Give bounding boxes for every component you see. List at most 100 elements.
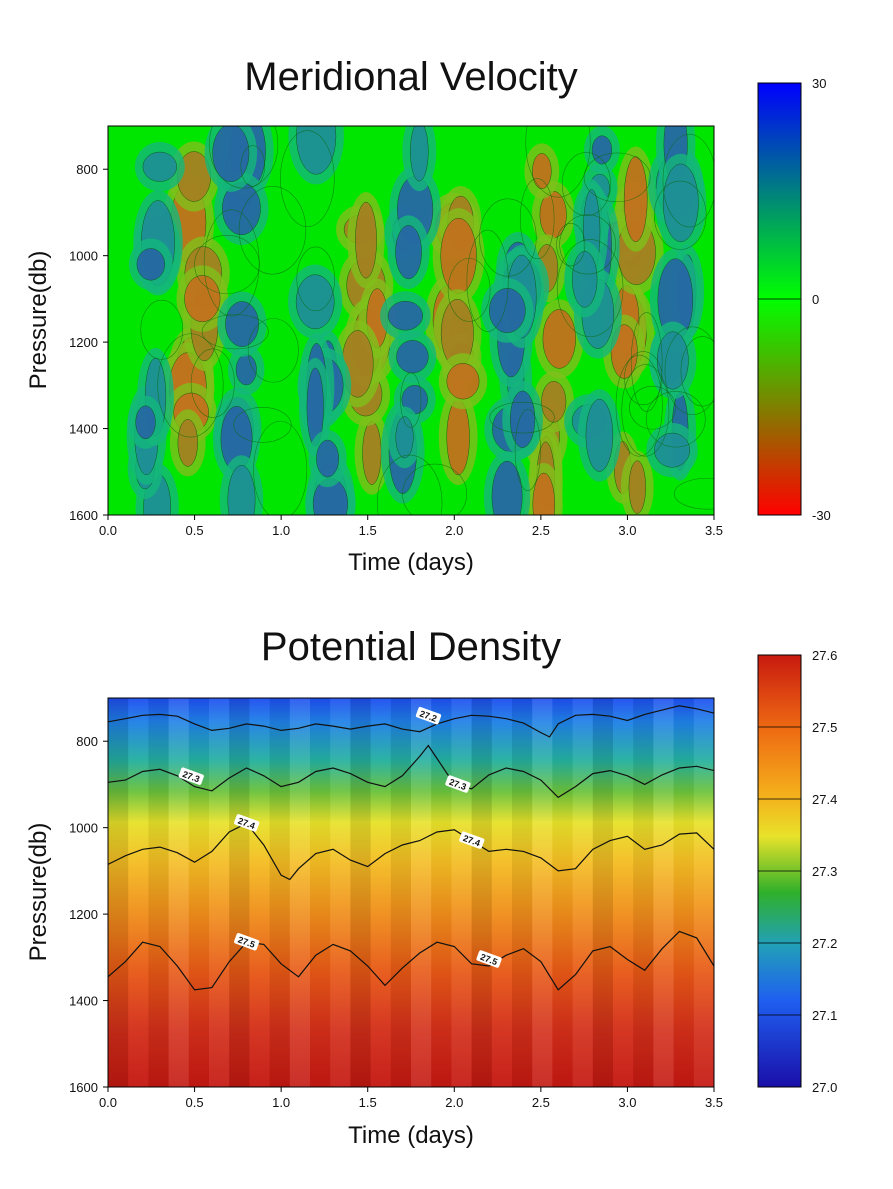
colorbar-tick-label: 27.5 bbox=[812, 720, 837, 735]
density-texture-stripe bbox=[451, 698, 472, 1087]
velocity-contour bbox=[376, 454, 443, 515]
velocity-contour bbox=[662, 133, 714, 228]
density-texture-stripe bbox=[572, 698, 593, 1087]
velocity-blob bbox=[623, 156, 648, 243]
velocity-contour bbox=[583, 152, 651, 203]
contour-label-background bbox=[178, 767, 204, 785]
density-texture-stripe bbox=[532, 698, 553, 1087]
density-texture-stripe bbox=[592, 698, 613, 1087]
velocity-contour bbox=[680, 336, 714, 407]
velocity-contour bbox=[296, 246, 335, 312]
velocity-blob bbox=[488, 288, 526, 334]
velocity-panel: Meridional Velocity 0.0 0.5 1.0 1.5 2.0 2.5 3.… bbox=[25, 55, 831, 576]
velocity-contour bbox=[664, 326, 714, 416]
density-texture-stripe bbox=[653, 698, 674, 1087]
velocity-contour bbox=[194, 234, 260, 294]
velocity-x-ticks: 0.0 0.5 1.0 1.5 2.0 2.5 3.0 3.5 bbox=[99, 515, 723, 538]
density-texture-stripe bbox=[633, 698, 654, 1087]
velocity-contour bbox=[653, 180, 707, 250]
density-texture-stripe bbox=[471, 698, 492, 1087]
y-tick-label: 800 bbox=[76, 734, 98, 749]
x-tick-label: 1.0 bbox=[272, 523, 290, 538]
colorbar-tick-label: 27.2 bbox=[812, 936, 837, 951]
colorbar-tick-label: 30 bbox=[812, 76, 826, 91]
velocity-blob bbox=[532, 153, 552, 190]
density-y-axis-label: Pressure(db) bbox=[25, 823, 52, 962]
x-tick-label: 3.0 bbox=[618, 1095, 636, 1110]
y-tick-label: 1000 bbox=[69, 821, 98, 836]
velocity-blob bbox=[509, 390, 536, 448]
contour-label-background bbox=[234, 814, 260, 832]
density-texture-stripe bbox=[411, 698, 432, 1087]
density-texture-stripe bbox=[552, 698, 573, 1087]
density-texture-stripe bbox=[370, 698, 391, 1087]
density-texture-stripe bbox=[168, 698, 189, 1087]
x-tick-label: 1.0 bbox=[272, 1095, 290, 1110]
density-texture-stripe bbox=[431, 698, 452, 1087]
contour-line-27-4 bbox=[108, 822, 714, 881]
velocity-contour bbox=[466, 229, 509, 332]
colorbar-tick-label: 27.6 bbox=[812, 648, 837, 663]
contour-label-background bbox=[415, 706, 442, 725]
x-tick-label: 0.5 bbox=[186, 523, 204, 538]
velocity-x-axis-label: Time (days) bbox=[348, 549, 474, 576]
contour-line-27-2 bbox=[108, 705, 714, 738]
velocity-contour bbox=[673, 477, 714, 510]
velocity-contour bbox=[557, 239, 624, 338]
density-texture-stripe bbox=[229, 698, 250, 1087]
y-tick-label: 1600 bbox=[69, 1080, 98, 1095]
velocity-blob bbox=[446, 363, 480, 400]
x-tick-label: 3.0 bbox=[618, 523, 636, 538]
y-tick-label: 1600 bbox=[69, 508, 98, 523]
velocity-blob bbox=[446, 399, 470, 476]
colorbar-tick-label: 0 bbox=[812, 292, 819, 307]
velocity-contour bbox=[280, 130, 335, 228]
velocity-contour bbox=[140, 299, 184, 360]
density-texture-stripe bbox=[390, 698, 411, 1087]
velocity-contour bbox=[561, 152, 611, 216]
density-texture-stripe bbox=[350, 698, 371, 1087]
density-field-texture bbox=[108, 698, 714, 1087]
density-texture-stripe bbox=[148, 698, 169, 1087]
contour-label-background bbox=[234, 933, 260, 951]
density-x-axis-label: Time (days) bbox=[348, 1122, 474, 1149]
density-y-ticks: 800 1000 1200 1400 1600 bbox=[69, 734, 108, 1095]
velocity-blob bbox=[296, 126, 337, 175]
velocity-blob bbox=[591, 135, 613, 165]
density-texture-stripe bbox=[108, 698, 129, 1087]
velocity-y-axis-label: Pressure(db) bbox=[25, 251, 52, 390]
colorbar-tick-label: 27.0 bbox=[812, 1080, 837, 1095]
velocity-contour bbox=[203, 209, 260, 317]
velocity-field bbox=[126, 126, 714, 515]
colorbar-tick-label: 27.4 bbox=[812, 792, 837, 807]
velocity-blob bbox=[395, 225, 422, 280]
velocity-contour bbox=[402, 463, 468, 515]
density-texture-stripe bbox=[512, 698, 533, 1087]
density-texture-stripe bbox=[209, 698, 230, 1087]
density-texture-stripe bbox=[330, 698, 351, 1087]
velocity-blob bbox=[184, 275, 221, 323]
velocity-blob bbox=[135, 405, 156, 440]
velocity-blob bbox=[295, 274, 335, 330]
velocity-blob bbox=[227, 465, 256, 515]
density-contours bbox=[108, 705, 714, 991]
y-tick-label: 800 bbox=[76, 162, 98, 177]
velocity-contour bbox=[519, 178, 555, 260]
velocity-blob bbox=[362, 421, 382, 485]
velocity-blob bbox=[177, 419, 198, 467]
velocity-contour bbox=[630, 312, 663, 412]
contour-label-background bbox=[445, 775, 471, 793]
velocity-contour bbox=[525, 126, 591, 198]
velocity-contour bbox=[238, 185, 307, 275]
velocity-blob bbox=[225, 301, 259, 347]
contour-label-background bbox=[459, 831, 485, 849]
velocity-blob bbox=[654, 432, 691, 468]
density-colorbar-ticks: 27.6 27.5 27.4 27.3 27.2 27.1 27.0 bbox=[758, 648, 837, 1095]
density-texture-stripe bbox=[128, 698, 149, 1087]
x-tick-label: 2.5 bbox=[532, 523, 550, 538]
velocity-contour bbox=[209, 126, 279, 189]
velocity-title: Meridional Velocity bbox=[244, 55, 578, 99]
colorbar-tick-label: 27.3 bbox=[812, 864, 837, 879]
density-texture-stripe bbox=[249, 698, 270, 1087]
